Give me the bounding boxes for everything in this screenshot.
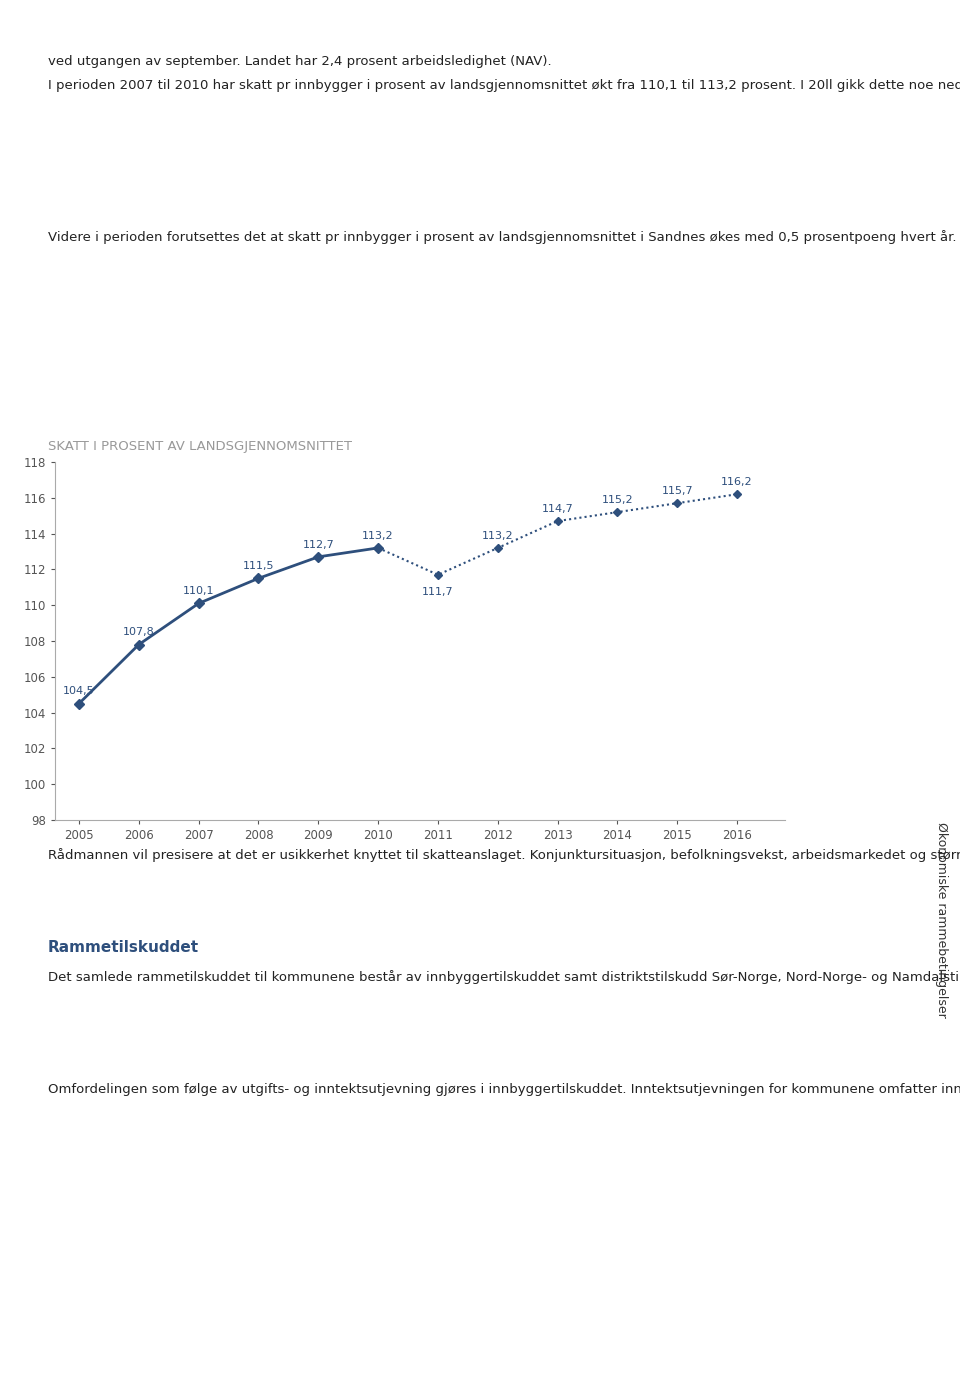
Text: SKATT I PROSENT AV LANDSGJENNOMSNITTET: SKATT I PROSENT AV LANDSGJENNOMSNITTET (48, 440, 352, 453)
Text: Rådmannen vil presisere at det er usikkerhet knyttet til skatteanslaget. Konjunk: Rådmannen vil presisere at det er usikke… (48, 848, 960, 862)
Text: 113,2: 113,2 (362, 531, 394, 540)
Text: 104,5: 104,5 (63, 687, 95, 696)
Text: 21: 21 (850, 1348, 878, 1368)
Text: Rammetilskuddet: Rammetilskuddet (48, 940, 199, 956)
Text: I perioden 2007 til 2010 har skatt pr innbygger i prosent av landsgjennomsnittet: I perioden 2007 til 2010 har skatt pr in… (48, 78, 960, 92)
Text: 111,5: 111,5 (243, 561, 275, 571)
Text: 114,7: 114,7 (541, 504, 573, 514)
Text: Omfordelingen som følge av utgifts- og inntektsutjevning gjøres i innbyggertilsk: Omfordelingen som følge av utgifts- og i… (48, 1082, 960, 1096)
Text: 116,2: 116,2 (721, 476, 753, 488)
Text: Videre i perioden forutsettes det at skatt pr innbygger i prosent av landsgjenno: Videre i perioden forutsettes det at ska… (48, 230, 960, 244)
Text: Økonomiske rammebetingelser: Økonomiske rammebetingelser (935, 822, 948, 1017)
Text: 110,1: 110,1 (182, 586, 214, 596)
Text: 115,2: 115,2 (602, 495, 634, 504)
Text: 107,8: 107,8 (123, 627, 155, 638)
Text: Det samlede rammetilskuddet til kommunene består av innbyggertilskuddet samt dis: Det samlede rammetilskuddet til kommunen… (48, 970, 960, 983)
Text: Sandnes kommune – økonomiplan 2013-2016: Sandnes kommune – økonomiplan 2013-2016 (580, 8, 931, 24)
Text: 115,7: 115,7 (661, 486, 693, 496)
Text: 112,7: 112,7 (302, 539, 334, 550)
Text: 113,2: 113,2 (482, 531, 514, 540)
Text: 111,7: 111,7 (422, 588, 454, 598)
Text: ved utgangen av september. Landet har 2,4 prosent arbeidsledighet (NAV).: ved utgangen av september. Landet har 2,… (48, 54, 552, 68)
